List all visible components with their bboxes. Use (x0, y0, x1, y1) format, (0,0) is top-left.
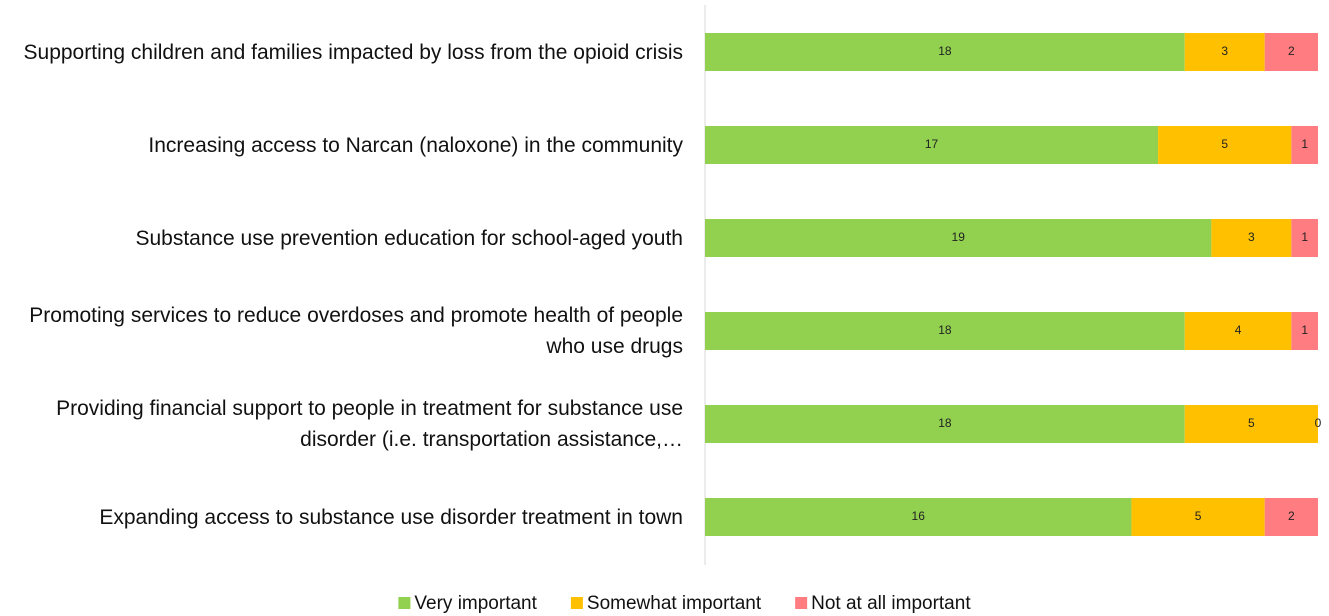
data-label: 5 (1195, 509, 1202, 523)
data-label: 18 (938, 44, 952, 58)
bar-segment (1264, 498, 1318, 536)
data-label: 3 (1221, 44, 1228, 58)
data-label: 16 (912, 509, 926, 523)
data-label: 18 (938, 323, 952, 337)
legend-label: Very important (414, 593, 537, 614)
legend-swatch (398, 597, 411, 609)
data-label: 1 (1301, 323, 1308, 337)
bar-segment (1184, 33, 1265, 71)
data-label: 2 (1288, 509, 1295, 523)
data-label: 17 (925, 137, 939, 151)
bar-segment (705, 405, 1185, 443)
category-label: Increasing access to Narcan (naloxone) i… (148, 133, 683, 157)
bar-segment (1131, 498, 1265, 536)
data-label: 4 (1235, 323, 1242, 337)
bar-segment (1264, 33, 1318, 71)
category-label: Providing financial support to people in… (56, 397, 683, 451)
bar-segment (705, 498, 1132, 536)
bar-segment (705, 33, 1185, 71)
data-label: 18 (938, 416, 952, 430)
legend-swatch (795, 597, 808, 609)
category-label: Supporting children and families impacte… (23, 40, 683, 64)
bar-segment (1158, 126, 1292, 164)
bar-segment (1291, 219, 1318, 257)
bar-segment (1211, 219, 1292, 257)
legend-label: Not at all important (811, 593, 971, 614)
bar-segment (705, 126, 1159, 164)
bar-segment (1184, 405, 1318, 443)
bar-segment (705, 219, 1212, 257)
legend-swatch (570, 597, 583, 609)
bar-segment (1291, 126, 1318, 164)
data-label: 2 (1288, 44, 1295, 58)
bar-segment (1184, 312, 1292, 350)
data-label: 5 (1248, 416, 1255, 430)
data-label: 19 (952, 230, 966, 244)
bar-segment (705, 312, 1185, 350)
data-label: 0 (1315, 416, 1322, 430)
data-label: 5 (1221, 137, 1228, 151)
data-label: 3 (1248, 230, 1255, 244)
category-label: Expanding access to substance use disord… (99, 505, 683, 529)
data-label: 1 (1301, 230, 1308, 244)
bar-segment (1291, 312, 1318, 350)
category-label: Promoting services to reduce overdoses a… (29, 304, 683, 358)
data-label: 1 (1301, 137, 1308, 151)
legend-label: Somewhat important (587, 593, 762, 614)
category-label: Substance use prevention education for s… (135, 226, 683, 250)
